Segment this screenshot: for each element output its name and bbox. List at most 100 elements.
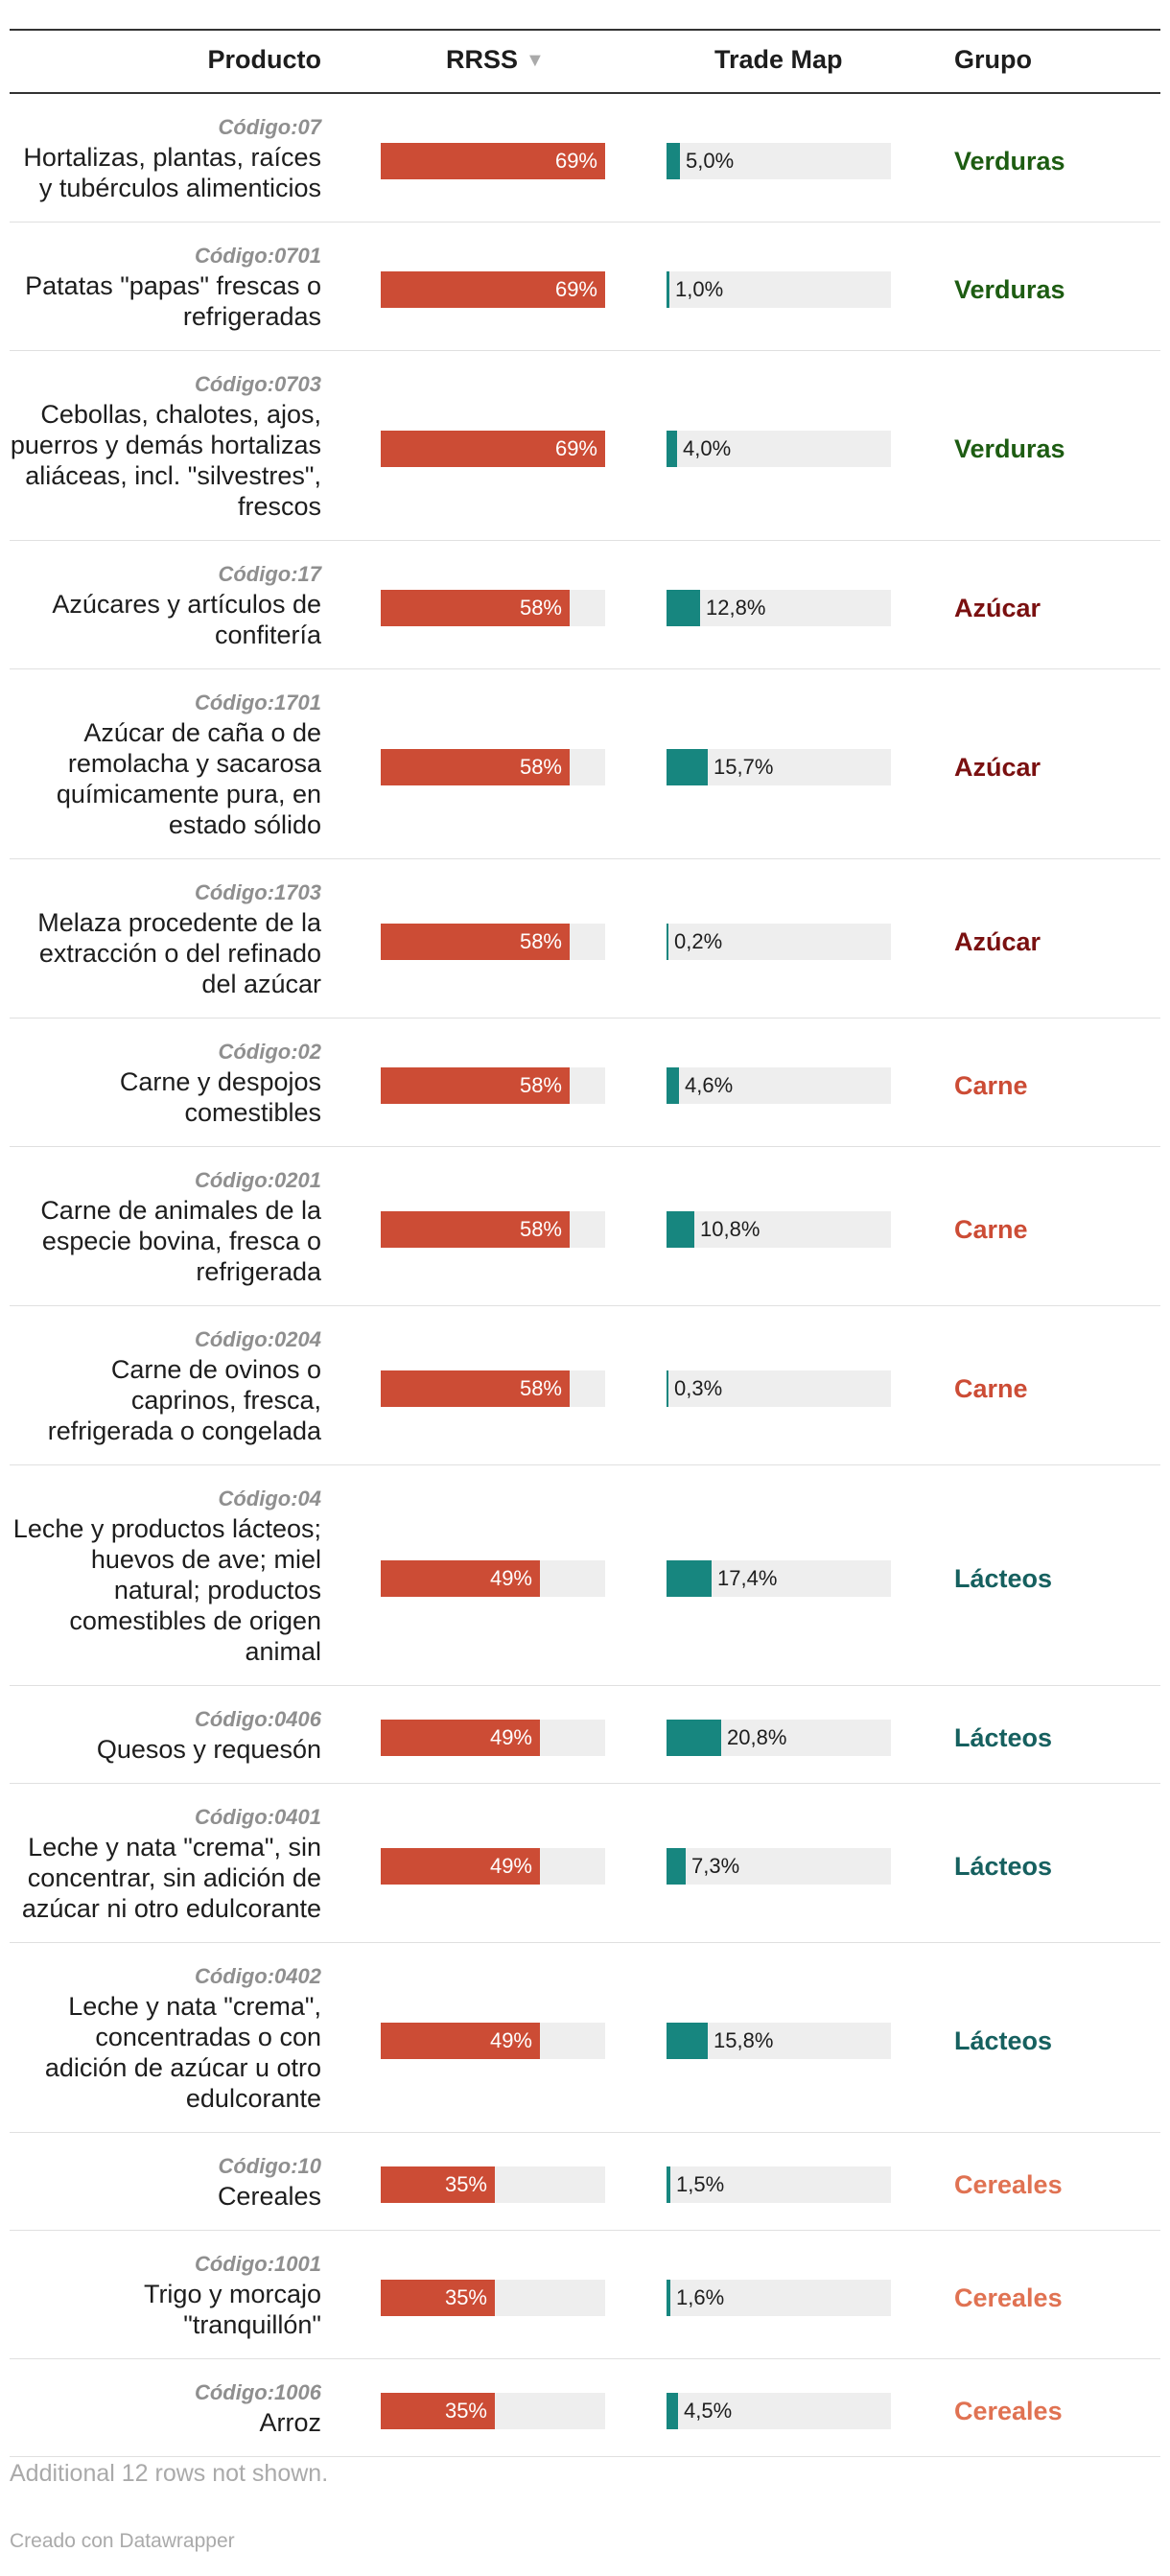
trade-map-value-label: 4,5% [684,2399,733,2423]
rrss-bar [381,431,605,467]
product-code: Código:0701 [194,244,321,268]
product-name: Carne de animales de la especie bovina, … [40,1196,321,1286]
product-name: Carne de ovinos o caprinos, fresca, refr… [47,1355,321,1445]
rrss-bar [381,1560,540,1597]
table-row: Código:0406 Quesos y requesón 49% 20,8% Láct… [10,1686,1160,1784]
rrss-bar [381,749,570,785]
product-cell: Código:04 Leche y productos lácteos; huev… [10,1485,321,1667]
product-code: Código:04 [218,1487,321,1510]
product-code: Código:0406 [194,1707,321,1731]
product-cell: Código:1703 Melaza procedente de la extra… [10,878,321,999]
product-cell: Código:0401 Leche y nata "crema", sin con… [10,1803,321,1924]
trade-map-bar-track: 4,6% [667,1067,891,1104]
table-header: Producto RRSS ▼ Trade Map Grupo [10,31,1160,94]
trade-map-bar [667,143,680,179]
trade-map-value-label: 5,0% [686,149,735,173]
rrss-bar-track: 49% [381,1720,605,1756]
product-cell: Código:1006 Arroz [10,2378,321,2438]
product-name: Azúcares y artículos de confitería [52,590,321,649]
product-code: Código:0201 [194,1168,321,1192]
product-name: Quesos y requesón [96,1735,321,1764]
trade-map-value-label: 0,3% [674,1376,723,1400]
product-cell: Código:0204 Carne de ovinos o caprinos, f… [10,1325,321,1446]
trade-map-bar [667,1067,679,1104]
product-cell: Código:07 Hortalizas, plantas, raíces y t… [10,113,321,203]
trade-map-bar-track: 15,8% [667,2023,891,2059]
trade-map-bar [667,749,708,785]
rrss-bar-track: 49% [381,2023,605,2059]
rrss-value-label: 58% [519,1217,562,1241]
column-header-producto[interactable]: Producto [207,45,322,74]
rrss-value-label: 58% [519,596,562,620]
trade-map-value-label: 1,5% [676,2172,725,2196]
datawrapper-credit[interactable]: Creado con Datawrapper [10,2530,235,2552]
trade-map-bar-track: 10,8% [667,1211,891,1248]
trade-map-value-label: 10,8% [700,1217,760,1241]
group-label: Azúcar [954,594,1041,622]
product-cell: Código:0406 Quesos y requesón [10,1705,321,1765]
table-row: Código:1006 Arroz 35% 4,5% Cereales [10,2359,1160,2457]
rrss-value-label: 58% [519,755,562,779]
group-label: Cereales [954,2170,1063,2199]
table-row: Código:10 Cereales 35% 1,5% Cereales [10,2133,1160,2231]
rrss-bar-track: 35% [381,2166,605,2203]
rrss-bar-track: 49% [381,1848,605,1885]
rrss-bar [381,1211,570,1248]
rrss-bar [381,2023,540,2059]
trade-map-bar-track: 17,4% [667,1560,891,1597]
product-name: Patatas "papas" frescas o refrigeradas [25,271,321,331]
table-row: Código:07 Hortalizas, plantas, raíces y t… [10,94,1160,222]
group-label: Cereales [954,2397,1063,2425]
product-cell: Código:17 Azúcares y artículos de confite… [10,560,321,650]
sort-descending-icon[interactable]: ▼ [526,50,545,71]
product-cell: Código:0701 Patatas "papas" frescas o ref… [10,242,321,332]
rrss-value-label: 35% [444,2285,487,2309]
product-code: Código:1001 [194,2252,321,2276]
column-header-trade-map[interactable]: Trade Map [714,45,843,74]
trade-map-bar [667,590,700,626]
rrss-bar-track: 58% [381,749,605,785]
trade-map-bar-track: 1,6% [667,2280,891,2316]
trade-map-value-label: 1,6% [676,2285,725,2309]
trade-map-bar [667,1720,721,1756]
group-label: Cereales [954,2283,1063,2312]
table-row: Código:02 Carne y despojos comestibles 58%… [10,1019,1160,1147]
column-header-grupo[interactable]: Grupo [954,45,1032,74]
rrss-bar-track: 69% [381,431,605,467]
table-row: Código:1001 Trigo y morcajo "tranquillón"… [10,2231,1160,2359]
rrss-bar [381,2393,495,2429]
product-code: Código:07 [218,115,321,139]
trade-map-bar [667,2166,670,2203]
product-code: Código:1701 [194,691,321,714]
table-row: Código:0204 Carne de ovinos o caprinos, f… [10,1306,1160,1465]
table-row: Código:0703 Cebollas, chalotes, ajos, pue… [10,351,1160,541]
rrss-bar-track: 69% [381,271,605,308]
trade-map-value-label: 15,7% [714,755,774,779]
group-label: Azúcar [954,927,1041,956]
group-label: Azúcar [954,753,1041,782]
product-code: Código:17 [218,562,321,586]
trade-map-value-label: 7,3% [691,1854,740,1878]
trade-map-bar-track: 0,2% [667,924,891,960]
rrss-bar [381,143,605,179]
rrss-value-label: 49% [489,1725,532,1749]
product-cell: Código:1701 Azúcar de caña o de remolacha… [10,689,321,840]
rrss-bar [381,1370,570,1407]
trade-map-value-label: 4,0% [683,436,732,460]
rrss-bar-track: 58% [381,924,605,960]
table-top-rule [10,29,1160,31]
trade-map-bar [667,924,668,960]
table-row: Código:0401 Leche y nata "crema", sin con… [10,1784,1160,1943]
group-label: Carne [954,1215,1028,1244]
rrss-value-label: 49% [489,2028,532,2052]
trade-map-bar [667,271,669,308]
rows-hidden-note: Additional 12 rows not shown. [10,2460,329,2487]
rrss-bar-track: 35% [381,2280,605,2316]
table-row: Código:17 Azúcares y artículos de confite… [10,541,1160,669]
product-name: Trigo y morcajo "tranquillón" [143,2280,321,2339]
column-header-rrss[interactable]: RRSS ▼ [446,45,545,75]
group-label: Verduras [954,147,1065,176]
product-cell: Código:1001 Trigo y morcajo "tranquillón" [10,2250,321,2340]
rrss-bar-track: 58% [381,1067,605,1104]
column-header-rrss-label: RRSS [446,45,519,74]
